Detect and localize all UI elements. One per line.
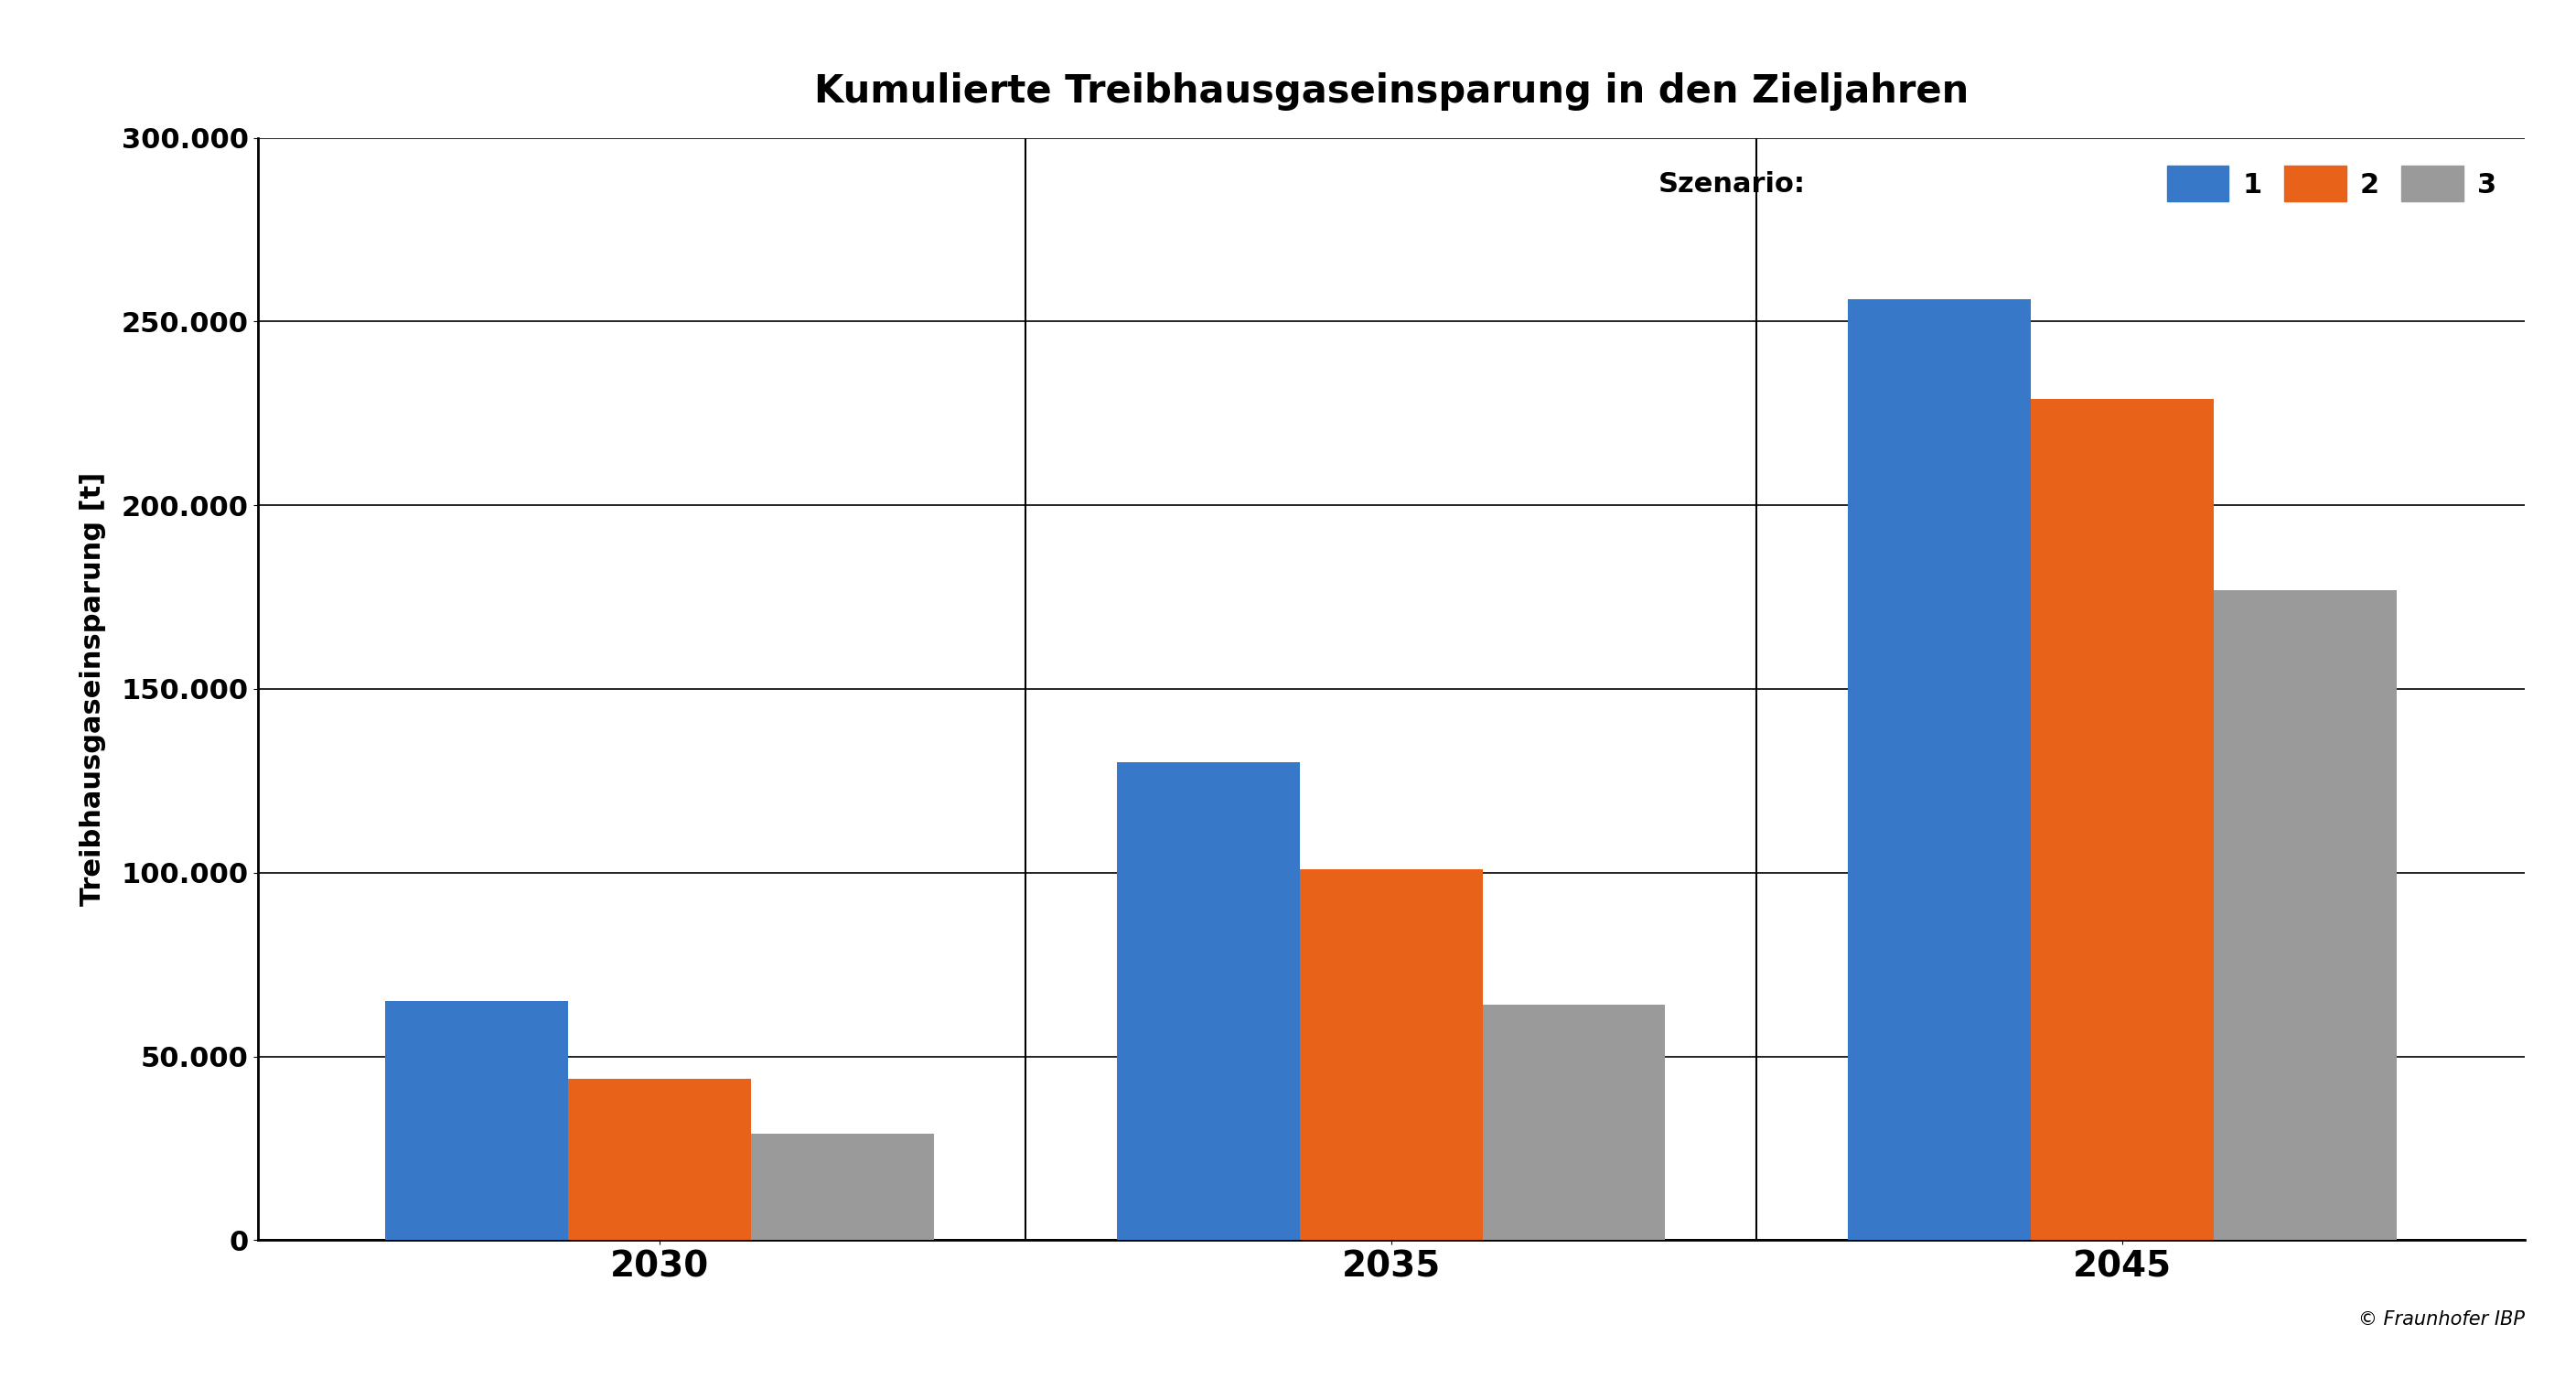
Bar [2213, 590, 2396, 1240]
Text: © Fraunhofer IBP: © Fraunhofer IBP [2357, 1310, 2524, 1328]
Y-axis label: Treibhausgaseinsparung [t]: Treibhausgaseinsparung [t] [80, 473, 106, 905]
Bar [752, 1134, 935, 1240]
Title: Kumulierte Treibhausgaseinsparung in den Zieljahren: Kumulierte Treibhausgaseinsparung in den… [814, 72, 1968, 110]
Bar [569, 1079, 752, 1240]
Bar [1847, 299, 2030, 1240]
Bar [1118, 762, 1301, 1240]
Bar [386, 1002, 569, 1240]
Legend: 1, 2, 3: 1, 2, 3 [2154, 152, 2512, 216]
Bar [1301, 870, 1481, 1240]
Text: Szenario:: Szenario: [1659, 171, 1806, 197]
Bar [2030, 398, 2213, 1240]
Bar [1481, 1005, 1664, 1240]
